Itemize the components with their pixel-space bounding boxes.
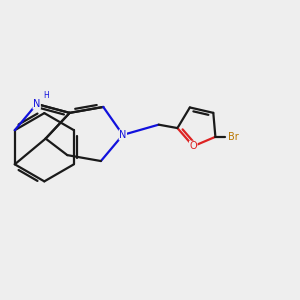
Text: Br: Br (227, 132, 238, 142)
Text: N: N (119, 130, 127, 140)
Text: O: O (189, 141, 197, 151)
Text: H: H (43, 91, 49, 100)
Text: N: N (33, 99, 40, 109)
